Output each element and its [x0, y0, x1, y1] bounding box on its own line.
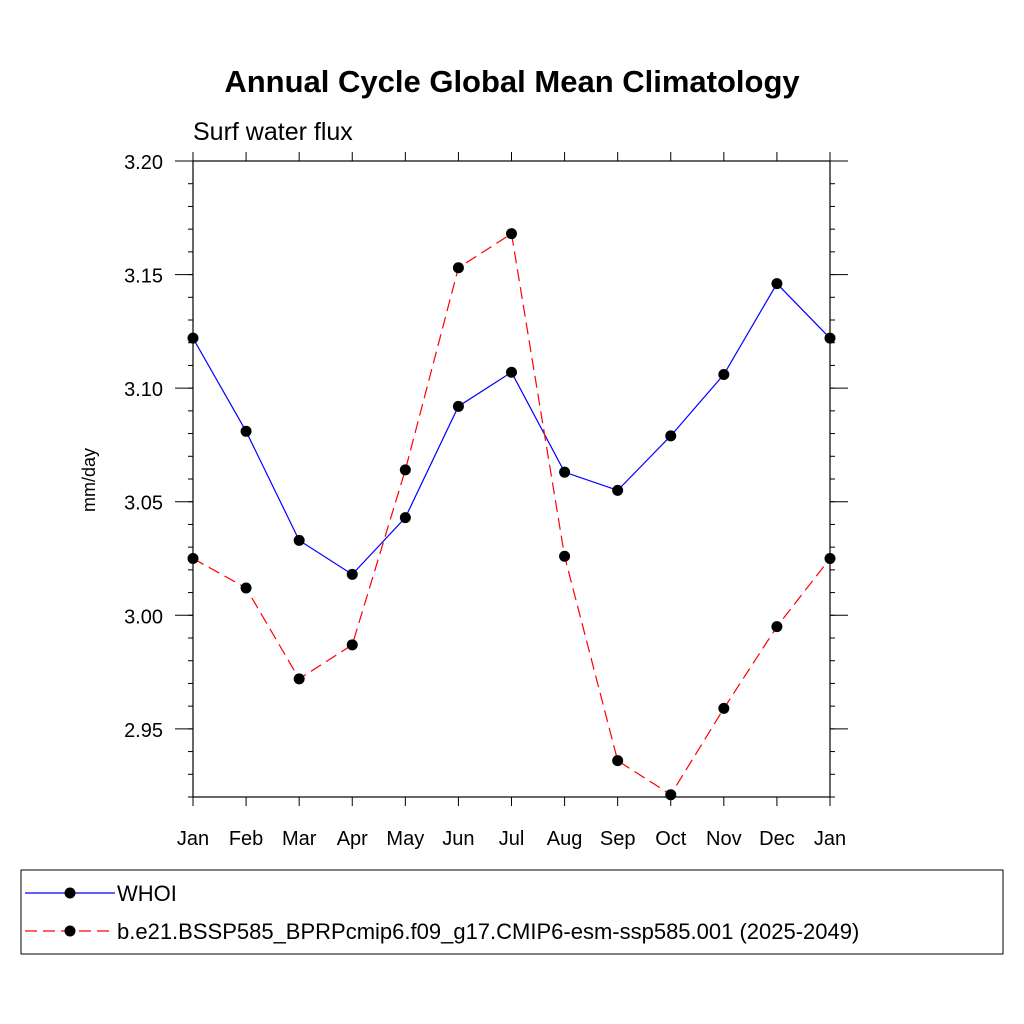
series-2-point	[771, 621, 783, 633]
chart-subtitle: Surf water flux	[193, 118, 353, 146]
legend-marker-1	[64, 887, 76, 899]
series-1-point	[665, 430, 677, 442]
y-tick-label: 3.00	[124, 606, 163, 628]
legend-label-2: b.e21.BSSP585_BPRPcmip6.f09_g17.CMIP6-es…	[117, 919, 859, 944]
series-1-point	[771, 278, 783, 290]
series-2-point	[399, 464, 411, 476]
series-1-point	[399, 512, 411, 524]
series-1-point	[452, 400, 464, 412]
series-1-point	[559, 466, 571, 478]
x-tick-label: May	[386, 828, 424, 850]
series-2-point	[346, 639, 358, 651]
series-line-2	[192, 232, 831, 796]
x-tick-label: Jun	[442, 828, 474, 850]
x-tick-label: Mar	[282, 828, 317, 850]
legend-marker-2	[64, 925, 76, 937]
legend: WHOI b.e21.BSSP585_BPRPcmip6.f09_g17.CMIP…	[20, 869, 1004, 955]
x-tick-label: Feb	[229, 828, 263, 850]
series-layer	[187, 228, 836, 801]
x-tick-label: Jan	[814, 828, 846, 850]
chart-title: Annual Cycle Global Mean Climatology	[224, 64, 800, 99]
x-tick-label: Sep	[600, 828, 636, 850]
y-tick-label: 3.20	[124, 152, 163, 174]
x-tick-label: Oct	[655, 828, 687, 850]
series-1-point	[718, 369, 730, 381]
y-tick-label: 3.05	[124, 493, 163, 515]
series-2-point	[559, 550, 571, 562]
plot-frame	[192, 160, 831, 798]
series-2-point	[506, 228, 517, 240]
x-tick-label: Dec	[759, 828, 795, 850]
x-tick-label: Nov	[706, 828, 742, 850]
series-1-point	[612, 484, 624, 496]
legend-label-1: WHOI	[117, 881, 177, 906]
series-2-point	[240, 582, 252, 594]
series-2-point	[452, 262, 464, 274]
series-2-point	[612, 755, 624, 767]
legend-box	[20, 869, 1004, 955]
series-2-point	[293, 673, 305, 685]
y-tick-label: 3.15	[124, 266, 163, 288]
x-tick-label: Jul	[499, 828, 525, 850]
x-tick-label: Apr	[337, 828, 368, 850]
y-axis-label: mm/day	[79, 448, 99, 512]
series-1-point	[346, 568, 358, 580]
x-tick-label: Aug	[547, 828, 583, 850]
series-line-1	[192, 282, 831, 576]
series-1-point	[506, 366, 517, 378]
series-2-point	[718, 702, 730, 714]
series-1-point	[293, 534, 305, 546]
series-2-point	[665, 789, 677, 801]
y-tick-label: 3.10	[124, 379, 163, 401]
axis-ticks: Jan Feb Mar Apr May Jun Jul Aug Sep Oct Nov Dec Jan 3…	[124, 152, 848, 850]
y-tick-label: 2.95	[124, 720, 163, 742]
x-tick-label: Jan	[177, 828, 209, 850]
series-1-point	[240, 425, 252, 437]
